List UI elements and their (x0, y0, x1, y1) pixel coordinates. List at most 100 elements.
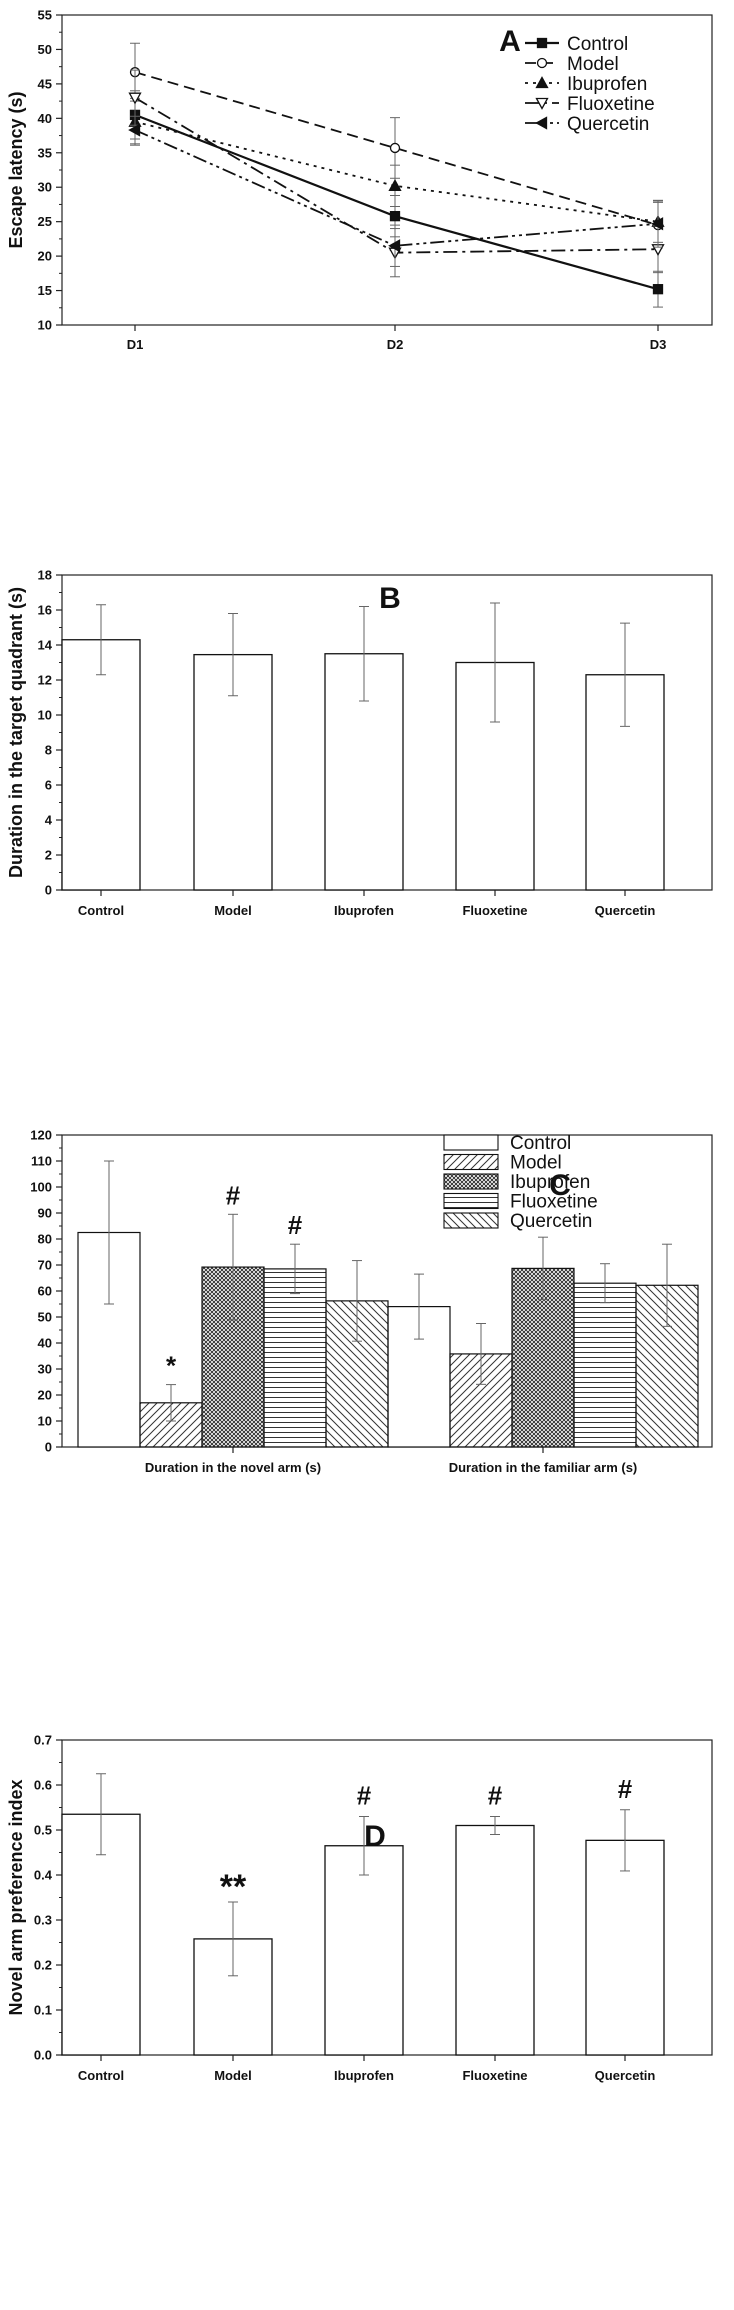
y-tick-label: 0.7 (34, 1733, 52, 1748)
x-tick-label-ibuprofen: Ibuprofen (334, 903, 394, 918)
bar-fluoxetine (263, 1268, 327, 1448)
y-tick-label: 110 (31, 1154, 52, 1169)
bar-ibuprofen (511, 1267, 575, 1448)
data-point-fluoxetine (128, 92, 142, 105)
y-tick-label: 80 (38, 1232, 52, 1247)
series-line-ibuprofen (134, 120, 659, 223)
legend-swatch-quercetin (443, 1212, 499, 1229)
data-point-quercetin (388, 239, 401, 253)
y-tick-label: 90 (38, 1206, 52, 1221)
y-tick-label: 100 (30, 1180, 52, 1195)
legend-marker-fluoxetine (535, 97, 549, 110)
y-axis-label: Escape latency (s) (6, 91, 26, 248)
y-tick-label: 16 (38, 603, 52, 618)
legend-marker-control (536, 37, 548, 49)
y-tick-label: 40 (38, 111, 52, 126)
series-line-model (134, 71, 659, 226)
bar-fluoxetine (573, 1282, 637, 1448)
legend-label-model: Model (567, 54, 619, 75)
x-tick-label-ibuprofen: Ibuprofen (334, 2068, 394, 2083)
legend-marker-ibuprofen (535, 76, 549, 89)
y-axis-label: Novel arm preference index (6, 1779, 26, 2015)
legend-label-fluoxetine: Fluoxetine (510, 1192, 598, 1213)
y-tick-label: 6 (45, 778, 52, 793)
bar-control (61, 1813, 141, 2056)
y-tick-label: 0.4 (34, 1868, 53, 1883)
significance-mark: # (618, 1774, 633, 1804)
y-tick-label: 30 (38, 1362, 52, 1377)
x-tick-label-d2: D2 (387, 337, 404, 352)
y-tick-label: 55 (38, 8, 52, 23)
y-tick-label: 0.2 (34, 1958, 52, 1973)
panel-d-preference-index-chart: 0.0 0.1 0.2 0.3 0.4 0.5 0.6 0.7 Novel arm prefer… (6, 1733, 713, 2083)
significance-mark: # (226, 1180, 241, 1210)
legend-label-model: Model (510, 1153, 562, 1174)
y-tick-label: 8 (45, 743, 52, 758)
y-tick-label: 0.6 (34, 1778, 52, 1793)
legend-swatch-model (443, 1153, 499, 1171)
y-tick-label: 10 (38, 708, 52, 723)
y-tick-label: 20 (38, 1388, 52, 1403)
y-tick-label: 20 (38, 249, 52, 264)
legend-label-control: Control (567, 34, 628, 55)
y-tick-label: 2 (45, 848, 52, 863)
x-tick-label-d1: D1 (127, 337, 144, 352)
y-tick-label: 4 (45, 813, 53, 828)
x-tick-label-duration-in-the-familiar-arm-s: Duration in the familiar arm (s) (449, 1460, 638, 1475)
legend-label-ibuprofen: Ibuprofen (567, 74, 647, 95)
data-point-quercetin (651, 217, 664, 231)
y-tick-label: 120 (30, 1128, 52, 1143)
y-tick-label: 18 (38, 568, 52, 583)
y-tick-label: 40 (38, 1336, 52, 1351)
legend-label-quercetin: Quercetin (567, 114, 649, 135)
y-tick-label: 50 (38, 1310, 52, 1325)
bar-quercetin (585, 1839, 665, 2056)
legend-swatch-fluoxetine (443, 1192, 499, 1210)
legend-label-control: Control (510, 1133, 571, 1154)
x-tick-label-fluoxetine: Fluoxetine (462, 903, 527, 918)
y-tick-label: 14 (38, 638, 53, 653)
x-tick-label-quercetin: Quercetin (595, 903, 656, 918)
x-tick-label-model: Model (214, 2068, 252, 2083)
significance-mark: ** (220, 1868, 247, 1906)
y-tick-label: 70 (38, 1258, 52, 1273)
x-tick-label-fluoxetine: Fluoxetine (462, 2068, 527, 2083)
y-axis-label: Duration in the target quadrant (s) (6, 587, 26, 878)
legend-label-ibuprofen: Ibuprofen (510, 1172, 590, 1193)
legend-label-fluoxetine: Fluoxetine (567, 94, 655, 115)
data-point-ibuprofen (388, 178, 402, 191)
legend-marker-quercetin (535, 116, 548, 130)
y-tick-label: 25 (38, 214, 52, 229)
data-point-model (389, 142, 401, 154)
legend-swatch-ibuprofen (443, 1173, 499, 1190)
y-tick-label: 45 (38, 76, 52, 91)
y-tick-label: 60 (38, 1284, 52, 1299)
legend-marker-model (536, 57, 548, 69)
bar-control (61, 639, 141, 891)
bar-ibuprofen (324, 1845, 404, 2056)
legend-label-quercetin: Quercetin (510, 1211, 592, 1232)
significance-mark: # (357, 1781, 372, 1811)
y-tick-label: 0 (45, 1440, 52, 1455)
y-tick-label: 50 (38, 42, 52, 57)
legend-swatch-control (443, 1134, 499, 1151)
panel-label: B (379, 582, 401, 615)
y-tick-label: 10 (38, 318, 52, 333)
data-point-control (389, 211, 401, 222)
x-tick-label-duration-in-the-novel-arm-s: Duration in the novel arm (s) (145, 1460, 321, 1475)
y-tick-label: 0.5 (34, 1823, 52, 1838)
panel-c-arm-duration-chart: 0 10 20 30 40 50 60 70 80 90 100 110 120 C Duration in… (30, 1128, 713, 1475)
x-tick-label-quercetin: Quercetin (595, 2068, 656, 2083)
y-tick-label: 30 (38, 180, 52, 195)
y-tick-label: 0.1 (34, 2003, 52, 2018)
y-tick-label: 0.0 (34, 2048, 52, 2063)
significance-mark: # (488, 1781, 503, 1811)
y-tick-label: 0.3 (34, 1913, 52, 1928)
panel-label: D (364, 1820, 386, 1853)
x-tick-label-control: Control (78, 2068, 124, 2083)
panel-label: A (499, 25, 521, 58)
panel-label: C (549, 1169, 571, 1202)
significance-mark: * (166, 1351, 177, 1381)
bar-fluoxetine (455, 1824, 535, 2056)
data-point-quercetin (128, 123, 141, 137)
